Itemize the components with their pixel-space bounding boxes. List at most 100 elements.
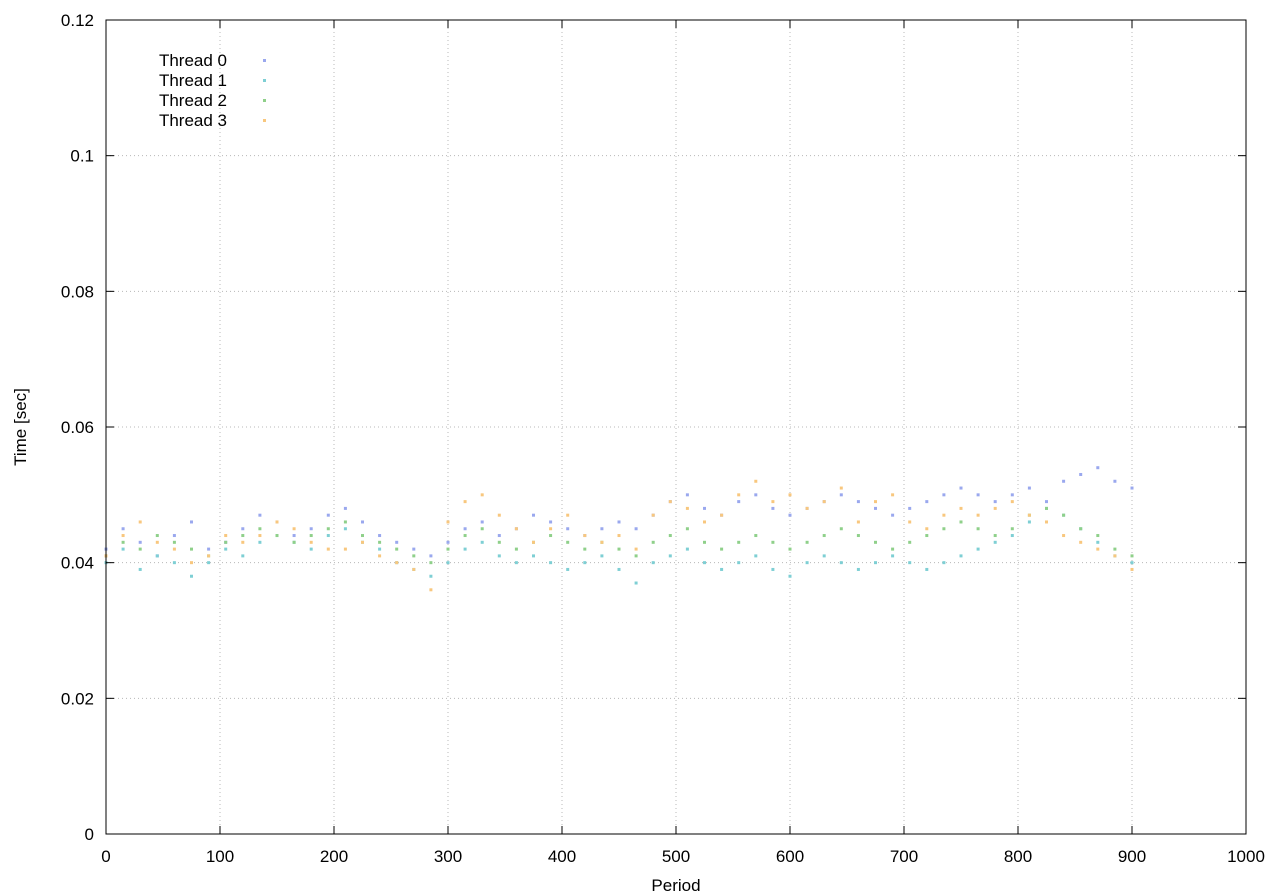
data-point	[805, 561, 809, 565]
data-point	[326, 534, 330, 538]
data-point	[258, 513, 262, 517]
data-point	[566, 513, 570, 517]
data-point	[976, 547, 980, 551]
data-point	[292, 540, 296, 544]
data-point	[771, 540, 775, 544]
data-point	[600, 554, 604, 558]
data-point	[634, 554, 638, 558]
data-point	[788, 493, 792, 497]
data-point	[1062, 513, 1066, 517]
y-tick-label: 0.08	[61, 282, 94, 301]
data-point	[959, 506, 963, 510]
legend-label: Thread 0	[159, 51, 227, 70]
data-point	[480, 540, 484, 544]
data-point	[172, 561, 176, 565]
data-point	[993, 506, 997, 510]
x-tick-label: 500	[662, 847, 690, 866]
data-point	[497, 534, 501, 538]
data-point	[617, 547, 621, 551]
data-point	[651, 513, 655, 517]
data-point	[378, 547, 382, 551]
data-point	[942, 513, 946, 517]
data-point	[737, 500, 741, 504]
data-point	[224, 547, 228, 551]
data-point	[207, 554, 211, 558]
data-point	[908, 561, 912, 565]
data-point	[822, 534, 826, 538]
data-point	[993, 540, 997, 544]
data-point	[703, 506, 706, 510]
data-point	[361, 520, 364, 524]
legend-label: Thread 2	[159, 91, 227, 110]
data-point	[993, 500, 997, 504]
data-point	[378, 540, 382, 544]
x-tick-label: 300	[434, 847, 462, 866]
data-point	[1113, 554, 1117, 558]
data-point	[395, 561, 399, 565]
data-point	[942, 493, 946, 497]
data-point	[395, 540, 399, 544]
data-point	[343, 520, 347, 524]
data-point	[480, 520, 484, 524]
data-point	[959, 486, 963, 490]
data-point	[856, 500, 860, 504]
data-point	[737, 540, 741, 544]
data-point	[207, 561, 211, 565]
data-point	[138, 540, 142, 544]
data-point	[1010, 527, 1014, 531]
data-point	[1130, 561, 1134, 565]
data-point	[942, 561, 946, 565]
data-point	[446, 547, 450, 551]
axis-ticks: 0 100 200 300 400 500 600 700 800 900 1000 0 0.02 0.0…	[61, 11, 1265, 866]
y-tick-label: 0.12	[61, 11, 94, 30]
data-point	[224, 540, 228, 544]
data-point	[292, 534, 296, 538]
x-tick-label: 800	[1004, 847, 1032, 866]
data-point	[754, 479, 758, 483]
data-point	[1010, 534, 1014, 538]
data-point	[241, 554, 245, 558]
data-point	[309, 540, 313, 544]
data-point	[497, 513, 501, 517]
data-point	[138, 547, 142, 551]
x-tick-label: 700	[890, 847, 918, 866]
data-point	[668, 554, 672, 558]
data-point	[942, 527, 946, 531]
x-tick-label: 0	[101, 847, 110, 866]
data-point	[138, 567, 142, 571]
data-point	[788, 547, 792, 551]
data-point	[651, 540, 655, 544]
data-point	[839, 486, 843, 490]
data-point	[1130, 554, 1134, 558]
data-point	[856, 567, 860, 571]
data-point	[822, 500, 826, 504]
data-point	[651, 561, 655, 565]
data-point	[805, 540, 809, 544]
data-point	[514, 527, 518, 531]
data-point	[190, 561, 193, 565]
data-point	[172, 547, 176, 551]
data-point	[839, 561, 843, 565]
data-point	[1113, 479, 1117, 483]
data-point	[532, 540, 535, 544]
y-tick-label: 0.02	[61, 689, 94, 708]
legend-marker	[263, 119, 266, 122]
data-point	[703, 561, 706, 565]
data-point	[1010, 500, 1014, 504]
data-point	[190, 547, 193, 551]
data-point	[258, 527, 262, 531]
y-tick-label: 0	[85, 825, 94, 844]
data-point	[908, 520, 912, 524]
data-point	[1027, 513, 1031, 517]
data-point	[685, 527, 689, 531]
data-point	[1096, 466, 1100, 470]
data-point	[463, 527, 467, 531]
data-point	[617, 520, 621, 524]
data-point	[343, 506, 347, 510]
data-point	[891, 513, 895, 517]
data-point	[326, 513, 330, 517]
data-point	[275, 534, 279, 538]
data-point	[685, 493, 689, 497]
data-point	[326, 547, 330, 551]
